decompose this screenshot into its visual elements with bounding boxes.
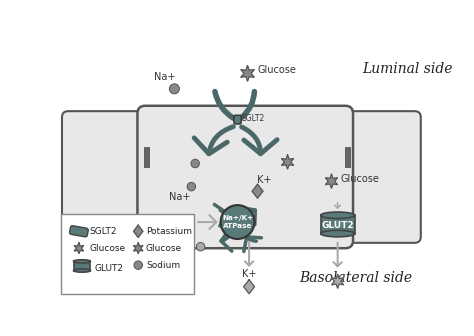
Circle shape — [191, 159, 200, 168]
Text: Glucose: Glucose — [257, 65, 296, 75]
Polygon shape — [134, 243, 143, 254]
FancyBboxPatch shape — [234, 115, 241, 124]
FancyBboxPatch shape — [339, 111, 421, 243]
FancyBboxPatch shape — [137, 106, 353, 248]
Text: Sodium: Sodium — [146, 261, 180, 270]
Polygon shape — [144, 146, 149, 167]
Text: Glucose: Glucose — [90, 244, 126, 253]
Text: ATPase: ATPase — [223, 223, 252, 229]
Polygon shape — [134, 225, 143, 238]
Text: Basolateral side: Basolateral side — [299, 271, 412, 285]
FancyBboxPatch shape — [70, 226, 88, 237]
Polygon shape — [326, 174, 337, 188]
Text: SGLT2: SGLT2 — [90, 227, 117, 236]
Polygon shape — [252, 184, 263, 198]
Polygon shape — [244, 280, 255, 294]
Text: GLUT2: GLUT2 — [321, 221, 354, 230]
Polygon shape — [345, 146, 350, 167]
Ellipse shape — [73, 260, 91, 263]
Ellipse shape — [321, 212, 355, 218]
Text: Potassium: Potassium — [146, 227, 192, 236]
FancyBboxPatch shape — [61, 214, 194, 294]
Text: Na+/K+: Na+/K+ — [222, 215, 253, 221]
Circle shape — [169, 84, 179, 94]
Circle shape — [196, 243, 205, 251]
Polygon shape — [73, 261, 91, 270]
Text: K+: K+ — [256, 175, 271, 185]
Ellipse shape — [73, 269, 91, 272]
Polygon shape — [282, 155, 293, 169]
Circle shape — [134, 261, 143, 269]
Circle shape — [220, 205, 255, 239]
Text: SGLT2: SGLT2 — [241, 114, 264, 123]
Text: Na+: Na+ — [155, 72, 176, 82]
Text: Glucose: Glucose — [341, 174, 380, 184]
Polygon shape — [241, 66, 254, 81]
Text: Na+: Na+ — [169, 193, 191, 203]
Text: Glucose: Glucose — [146, 244, 182, 253]
Text: K+: K+ — [242, 269, 256, 280]
Text: GLUT2: GLUT2 — [94, 264, 123, 273]
Ellipse shape — [321, 230, 355, 237]
Polygon shape — [332, 275, 344, 288]
Polygon shape — [321, 215, 355, 234]
Text: Luminal side: Luminal side — [362, 62, 453, 76]
Circle shape — [187, 182, 196, 191]
FancyBboxPatch shape — [62, 111, 151, 243]
Polygon shape — [74, 243, 83, 254]
